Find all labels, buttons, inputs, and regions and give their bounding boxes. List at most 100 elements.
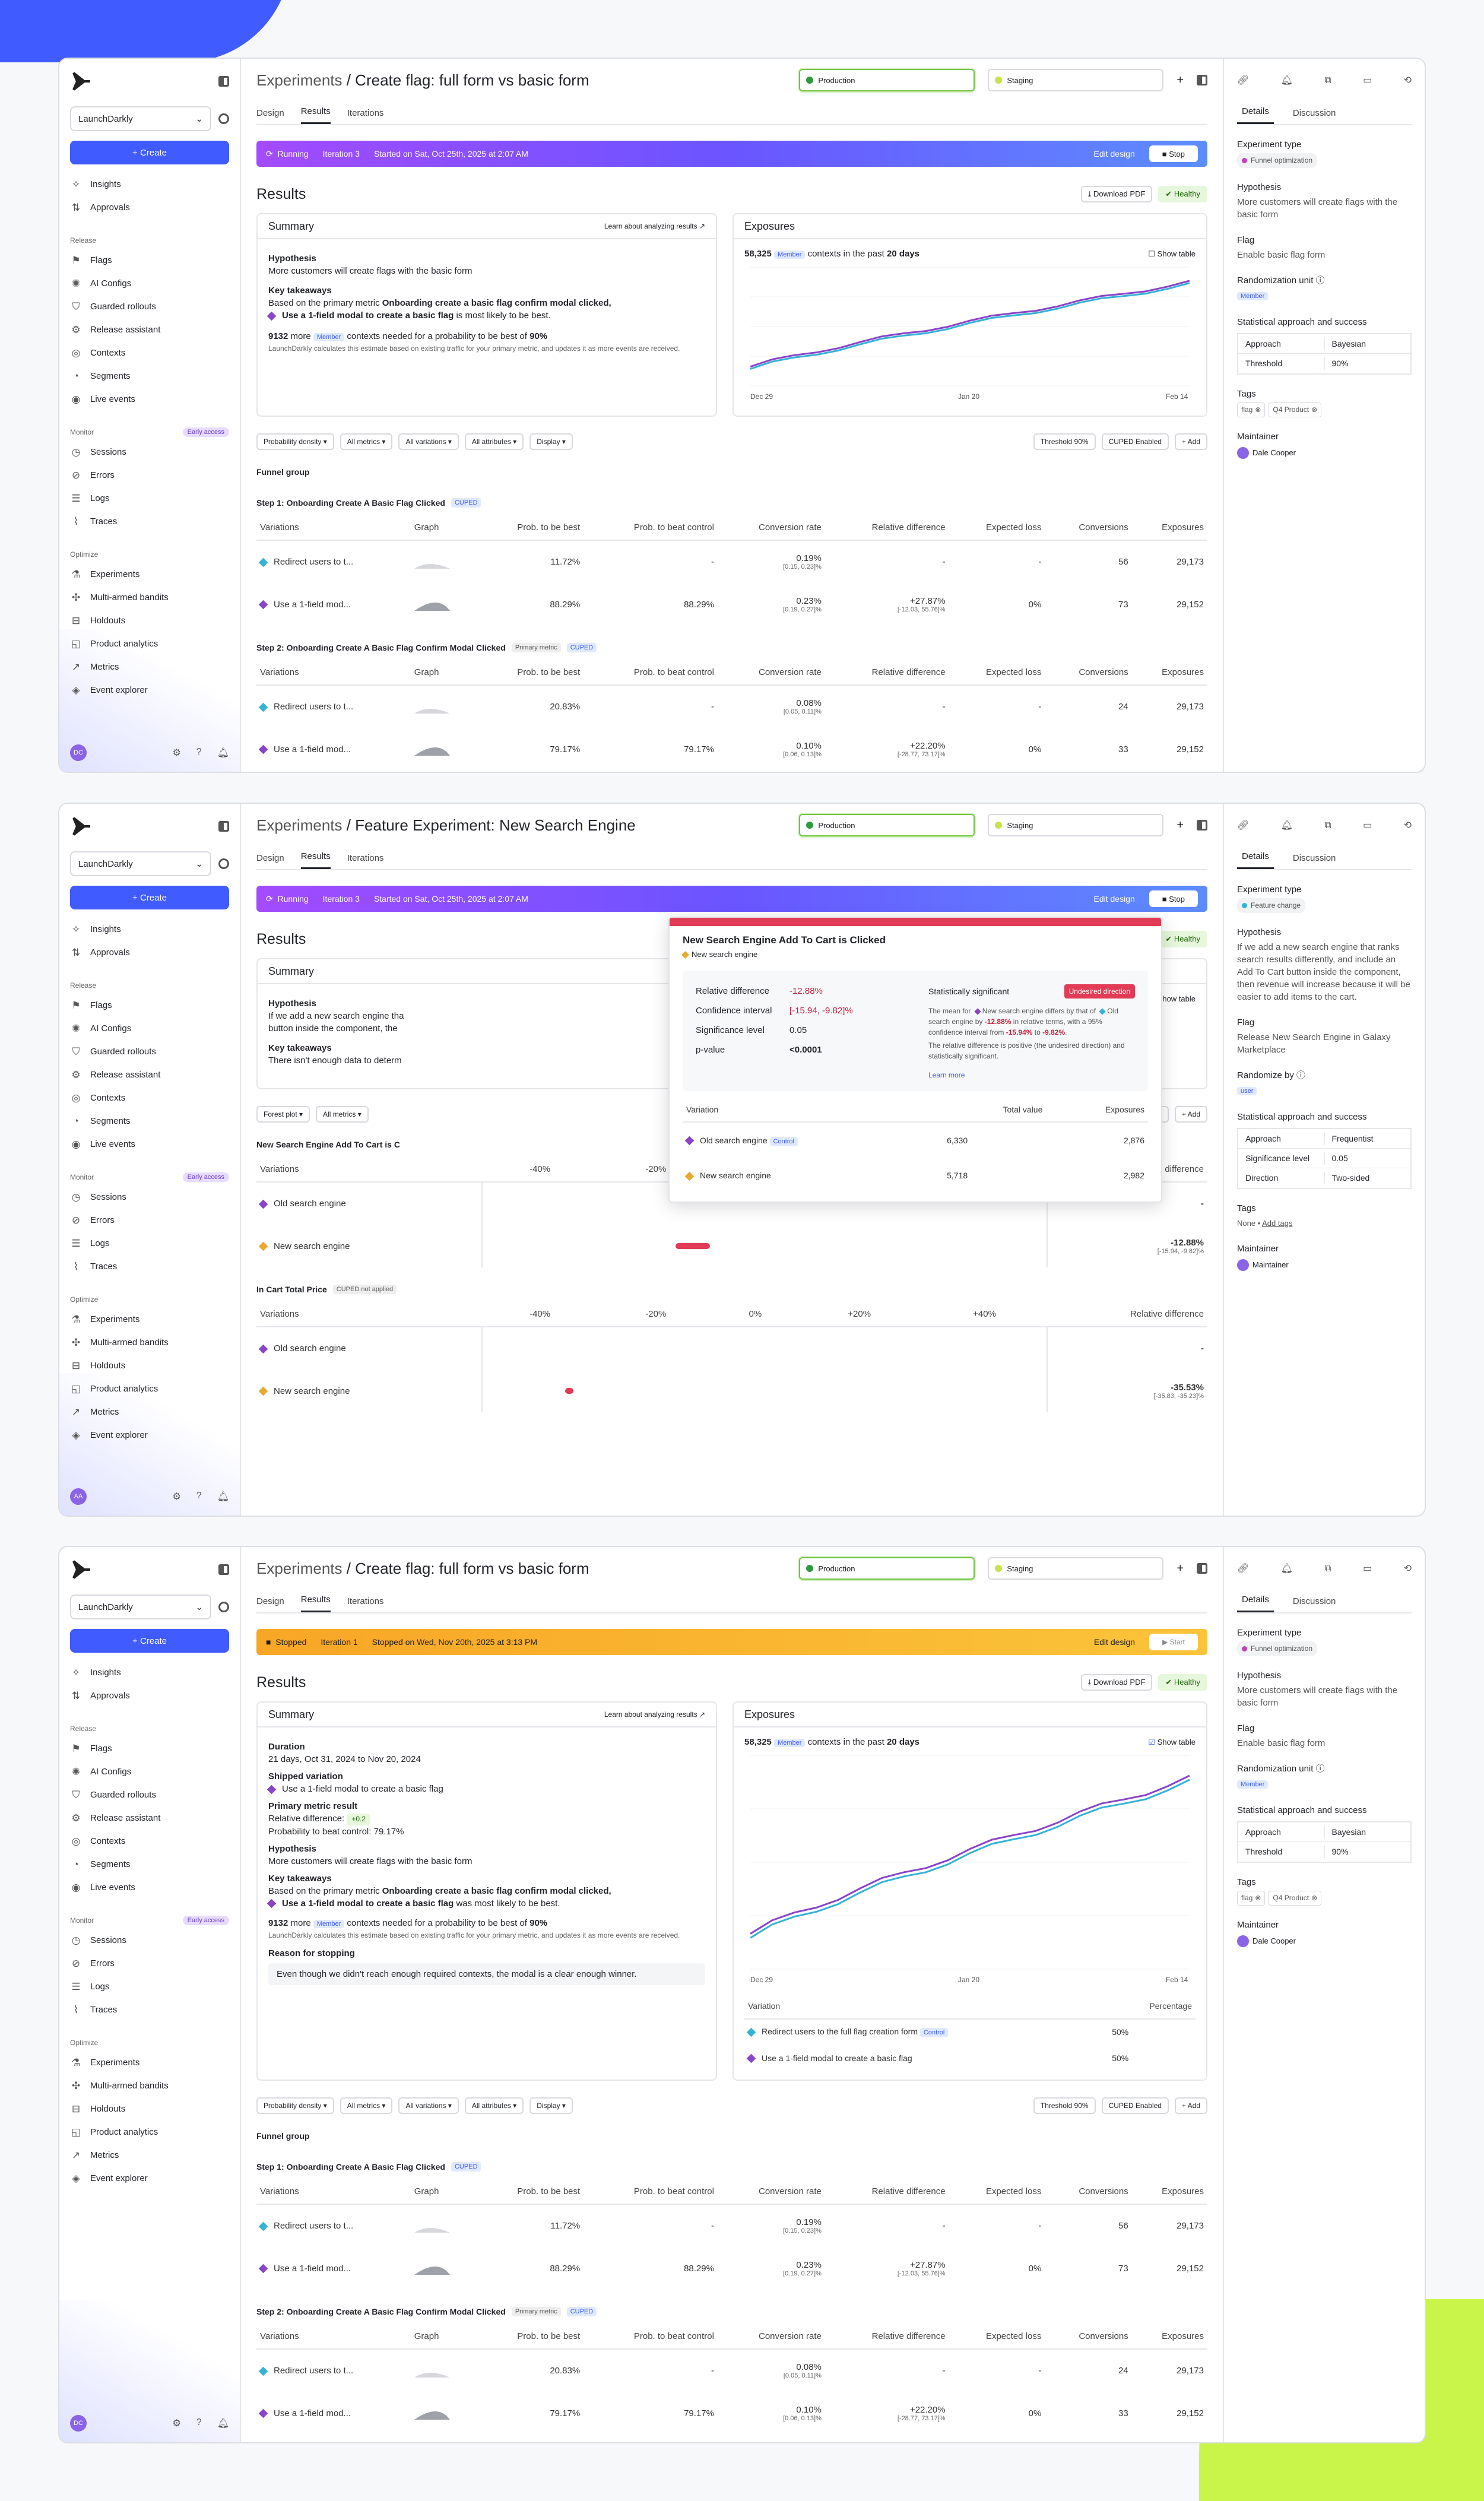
launchdarkly-logo[interactable] [70,814,94,838]
maintainer[interactable]: Dale Cooper [1237,1935,1412,1947]
filter-option[interactable]: Threshold 90% [1033,2097,1096,2114]
breadcrumb[interactable]: Experiments [256,816,343,834]
add-env-icon[interactable]: + [1177,73,1184,87]
breadcrumb[interactable]: Experiments [256,71,343,89]
sidebar-item-guarded-rollouts[interactable]: ⛉ Guarded rollouts [70,295,229,318]
start-button[interactable]: ▶ Start [1149,1634,1198,1650]
sidebar-item-guarded-rollouts[interactable]: ⛉ Guarded rollouts [70,1040,229,1063]
tab-design[interactable]: Design [256,853,284,863]
column-header[interactable]: Prob. to be best [476,660,584,686]
add-env-icon[interactable]: + [1177,818,1184,832]
help-icon[interactable]: ? [196,1491,202,1501]
column-header[interactable]: -40% [482,1302,598,1327]
sidebar-item-segments[interactable]: ◔ Segments [70,364,229,388]
column-header[interactable]: Conversion rate [717,2324,825,2350]
column-header[interactable]: Variations [256,515,411,541]
sidebar-item-sessions[interactable]: ◷ Sessions [70,1185,229,1209]
flag-link[interactable]: Enable basic flag form [1237,1738,1326,1748]
filter-dropdown[interactable]: Probability density ▾ [256,2097,334,2114]
sidebar-item-traces[interactable]: ⌇ Traces [70,1255,229,1278]
remove-tag-icon[interactable]: ⊗ [1311,1894,1318,1902]
archive-icon[interactable]: ▭ [1363,820,1372,831]
tab-details[interactable]: Details [1237,1593,1274,1612]
help-icon[interactable]: ? [196,747,202,757]
sidebar-item-metrics[interactable]: ↗ Metrics [70,1400,229,1424]
maintainer[interactable]: Dale Cooper [1237,446,1412,459]
column-header[interactable]: Prob. to be best [476,2179,584,2205]
archive-icon[interactable]: ▭ [1363,75,1372,85]
filter-dropdown[interactable]: All variations ▾ [398,2097,459,2114]
sidebar-item-holdouts[interactable]: ⊟ Holdouts [70,1354,229,1377]
add-env-icon[interactable]: + [1177,1561,1184,1575]
column-header[interactable]: Conversions [1045,2179,1132,2205]
launchdarkly-logo[interactable] [70,69,94,93]
history-icon[interactable]: ⟲ [1403,1563,1412,1574]
column-header[interactable]: Prob. to beat control [584,2324,718,2350]
filter-dropdown[interactable]: All variations ▾ [398,433,459,450]
column-header[interactable]: Percentage [1108,1994,1196,2020]
add-tags-link[interactable]: Add tags [1262,1219,1293,1228]
tab-discussion[interactable]: Discussion [1292,1596,1336,1606]
column-header[interactable]: Conversions [1045,660,1132,686]
learn-link[interactable]: Learn about analyzing results ↗ [604,222,705,230]
sidebar-item-sessions[interactable]: ◷ Sessions [70,440,229,464]
sidebar-item-live-events[interactable]: ◉ Live events [70,388,229,411]
column-header[interactable]: Relative difference [825,660,949,686]
sidebar-item-ai-configs[interactable]: ✺ AI Configs [70,1017,229,1040]
column-header[interactable]: Variation [744,1994,1109,2020]
history-icon[interactable]: ⟲ [1403,820,1412,831]
download-pdf-button[interactable]: ⤓ Download PDF [1080,186,1153,202]
project-selector[interactable]: LaunchDarkly ⌄ [70,1595,211,1619]
column-header[interactable]: 0% [714,1302,797,1327]
sidebar-item-holdouts[interactable]: ⊟ Holdouts [70,609,229,632]
filter-dropdown[interactable]: Probability density ▾ [256,433,334,450]
sidebar-item-metrics[interactable]: ↗ Metrics [70,2144,229,2167]
tab-iterations[interactable]: Iterations [347,1596,384,1606]
sidebar-item-holdouts[interactable]: ⊟ Holdouts [70,2097,229,2120]
sidebar-item-contexts[interactable]: ◎ Contexts [70,1830,229,1853]
table-row[interactable]: Use a 1-field mod... 79.17% 79.17% 0.10%[… [256,728,1207,771]
column-header[interactable]: Expected loss [949,660,1045,686]
sidebar-item-contexts[interactable]: ◎ Contexts [70,1086,229,1110]
remove-tag-icon[interactable]: ⊗ [1255,405,1261,414]
search-icon[interactable] [218,858,229,869]
env-production[interactable]: Production [799,814,975,836]
stop-button[interactable]: ■ Stop [1149,890,1198,907]
column-header[interactable]: Relative difference [825,2179,949,2205]
tag-chip[interactable]: flag ⊗ [1237,1891,1266,1906]
sidebar-item-multi-armed-bandits[interactable]: ✣ Multi-armed bandits [70,586,229,609]
column-header[interactable]: Variations [256,1302,482,1327]
env-production[interactable]: Production [799,1557,975,1580]
maintainer[interactable]: Maintainer [1237,1259,1412,1271]
sidebar-item-product-analytics[interactable]: ◱ Product analytics [70,1377,229,1400]
sidebar-item-live-events[interactable]: ◉ Live events [70,1133,229,1156]
settings-icon[interactable]: ⚙ [172,2418,181,2429]
column-header[interactable]: Prob. to be best [476,515,584,541]
panel-toggle-icon[interactable] [1197,820,1207,831]
panel-toggle-icon[interactable] [1197,75,1207,85]
sidebar-item-experiments[interactable]: ⚗ Experiments [70,2051,229,2074]
remove-tag-icon[interactable]: ⊗ [1311,405,1318,414]
sidebar-item-flags[interactable]: ⚑ Flags [70,249,229,272]
table-row[interactable]: New search engine -12.88% [-15.94, -9.82]… [256,1225,1207,1267]
sidebar-item-errors[interactable]: ⊘ Errors [70,1209,229,1232]
sidebar-item-errors[interactable]: ⊘ Errors [70,1952,229,1975]
sidebar-item-guarded-rollouts[interactable]: ⛉ Guarded rollouts [70,1783,229,1806]
column-header[interactable]: Conversion rate [717,660,825,686]
search-icon[interactable] [218,113,229,124]
sidebar-item-product-analytics[interactable]: ◱ Product analytics [70,632,229,655]
column-header[interactable]: Graph [410,515,477,541]
sidebar-item-release-assistant[interactable]: ⚙ Release assistant [70,1806,229,1830]
notifications-icon[interactable]: 🔔︎ [1280,1563,1293,1574]
edit-design-link[interactable]: Edit design [1093,149,1135,159]
filter-dropdown[interactable]: Display ▾ [529,433,573,450]
show-table-checkbox[interactable]: ☐ Show table [1148,249,1196,258]
column-header[interactable]: Conversions [1045,2324,1132,2350]
env-staging[interactable]: Staging [988,1557,1164,1580]
sidebar-item-event-explorer[interactable]: ◈ Event explorer [70,679,229,702]
column-header[interactable]: -40% [482,1157,598,1183]
sidebar-item-traces[interactable]: ⌇ Traces [70,1998,229,2021]
sidebar-item-product-analytics[interactable]: ◱ Product analytics [70,2120,229,2144]
env-production[interactable]: Production [799,69,975,91]
launchdarkly-logo[interactable] [70,1558,94,1581]
